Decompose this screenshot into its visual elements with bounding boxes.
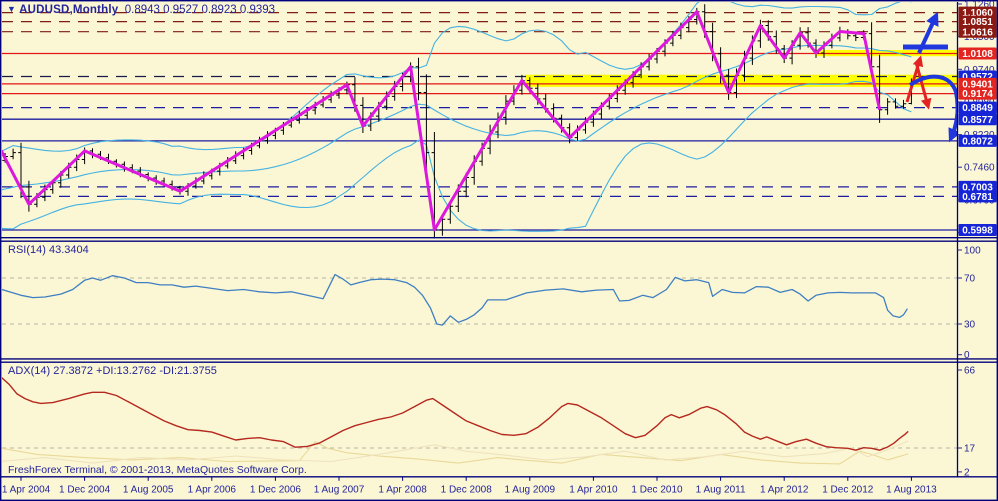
svg-text:1 Apr 2004: 1 Apr 2004 [2,485,51,496]
svg-text:1.0616: 1.0616 [962,27,993,38]
adx-scale[interactable]: 66 17 2 [957,366,976,479]
svg-text:1 Apr 2010: 1 Apr 2010 [569,485,618,496]
svg-text:1.1260: 1.1260 [964,0,995,11]
symbol-menu-icon[interactable]: ▼ [7,4,16,14]
price-level-badge [958,25,997,38]
level-lines [2,12,958,231]
ohlc-readout: 0.8943 0.9527 0.8923 0.9393 [124,4,276,16]
svg-text:1 Apr 2008: 1 Apr 2008 [378,485,427,496]
svg-text:1 Dec 2008: 1 Dec 2008 [441,485,493,496]
svg-text:1 Dec 2004: 1 Dec 2004 [59,485,111,496]
svg-text:0.5998: 0.5998 [962,226,993,237]
symbol-period-label: AUDUSD,Monthly [19,4,119,16]
price-level-badge [958,113,997,126]
price-level-badge [958,134,997,147]
svg-text:1 Apr 2012: 1 Apr 2012 [760,485,809,496]
svg-text:0: 0 [964,350,970,361]
price-level-badge [958,87,997,100]
svg-text:1 Aug 2005: 1 Aug 2005 [123,485,174,496]
svg-text:1 Aug 2011: 1 Aug 2011 [696,485,746,496]
svg-text:1 Dec 2006: 1 Dec 2006 [250,485,302,496]
price-level-badge [958,47,997,60]
red-down-arrow [914,61,932,110]
blue-curved-arrow [908,74,958,143]
rsi-line [2,273,908,326]
svg-text:1 Aug 2009: 1 Aug 2009 [504,485,555,496]
bollinger-bands [2,2,912,232]
svg-text:0.9401: 0.9401 [962,80,993,91]
price-level-badge [958,15,997,28]
svg-text:2: 2 [964,467,970,478]
price-level-badge [958,77,997,90]
chart-title: ▼ AUDUSD,Monthly 0.8943 0.9527 0.8923 0.… [7,4,275,16]
svg-text:0.7460: 0.7460 [964,163,995,174]
price-level-badge [958,101,997,114]
rsi-panel [2,273,958,326]
price-level-badge [958,180,997,193]
svg-text:1 Aug 2013: 1 Aug 2013 [886,485,937,496]
main-price-panel [2,2,958,239]
svg-text:1.0108: 1.0108 [962,49,993,60]
svg-text:0.8849: 0.8849 [962,103,993,114]
price-level-badge [958,224,997,236]
svg-text:1.1060: 1.1060 [962,8,993,19]
time-axis[interactable]: 1 Apr 2004 1 Dec 2004 1 Aug 2005 1 Apr 2006… [2,476,937,496]
blue-up-arrow [917,11,939,54]
svg-text:0.9174: 0.9174 [962,89,993,100]
svg-text:0.7003: 0.7003 [962,183,993,194]
adx-line [2,376,909,451]
svg-text:66: 66 [964,366,976,377]
zigzag-line [2,10,882,232]
svg-text:1 Aug 2007: 1 Aug 2007 [314,485,365,496]
svg-text:0.8072: 0.8072 [962,137,993,148]
minus-di-line [2,440,909,464]
svg-text:0.9572: 0.9572 [962,72,993,83]
svg-text:0.6781: 0.6781 [962,192,993,203]
rsi-indicator-label: RSI(14) 43.3404 [8,244,89,256]
svg-text:1 Dec 2012: 1 Dec 2012 [822,485,874,496]
svg-text:30: 30 [964,320,976,331]
svg-text:0.9740: 0.9740 [964,65,995,76]
svg-text:70: 70 [964,274,976,285]
price-level-badge [958,190,997,203]
svg-text:1.0851: 1.0851 [962,17,993,28]
adx-panel [2,376,958,465]
annotation-arrows [903,11,958,143]
copyright-text: FreshForex Terminal, © 2001-2013, MetaQu… [8,464,307,476]
svg-text:1 Apr 2006: 1 Apr 2006 [188,485,237,496]
svg-text:0.8577: 0.8577 [962,115,993,126]
svg-text:100: 100 [964,246,981,257]
adx-indicator-label: ADX(14) 27.3872 +DI:13.2762 -DI:21.3755 [8,365,217,377]
rsi-scale[interactable]: 100 70 30 0 [957,246,982,362]
svg-text:1 Dec 2010: 1 Dec 2010 [631,485,683,496]
price-scale[interactable]: 1.12601.05000.97400.89800.82200.74600.67… [957,0,997,239]
svg-text:17: 17 [964,444,976,455]
